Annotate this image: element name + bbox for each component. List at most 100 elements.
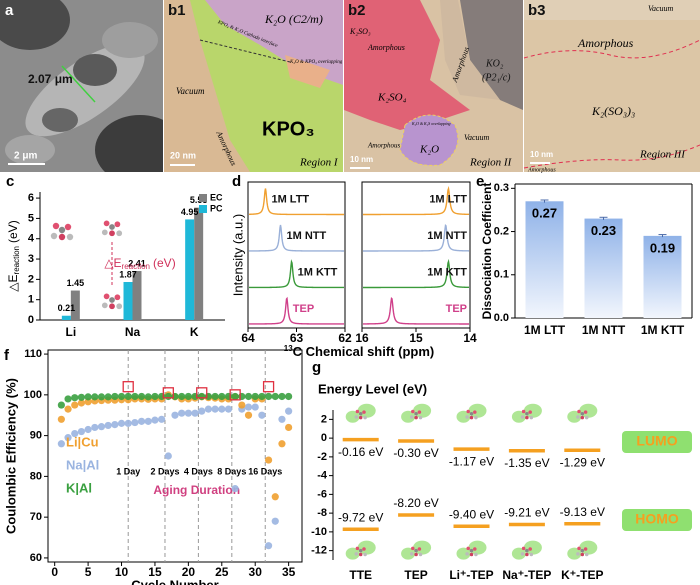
bar (132, 271, 142, 320)
data-point (244, 392, 253, 401)
data-point (204, 392, 213, 401)
panel-letter: d (232, 173, 241, 190)
atom (576, 415, 580, 419)
atom (418, 552, 423, 557)
atom (414, 552, 418, 557)
atom (409, 415, 414, 419)
data-point (151, 416, 159, 424)
legend-label: Li|Cu (66, 434, 99, 449)
x-axis-label: Cycle Number (131, 577, 218, 585)
orbital-lobe (345, 547, 360, 560)
value-label: 0.21 (58, 303, 76, 313)
text-part: △E (6, 274, 20, 291)
aging-label: 2 Days (150, 467, 179, 477)
data-point (171, 411, 179, 419)
image-label: Amorphous (367, 142, 401, 150)
text-part: reaction (122, 262, 150, 271)
data-point (285, 392, 293, 401)
highlight-box (162, 387, 174, 399)
atom (355, 546, 360, 551)
level-tag (622, 509, 692, 531)
atom (465, 552, 469, 556)
legend-label: Na|Al (66, 457, 99, 472)
orbital-lobe (567, 547, 582, 560)
molecule-icon (50, 222, 74, 241)
bar (643, 235, 682, 318)
data-point (211, 405, 219, 413)
molecule-icon (520, 546, 534, 557)
spectrum-trace (363, 223, 469, 252)
region (440, 0, 500, 100)
orbital-lobe (468, 403, 487, 418)
series-label: 1M KTT (427, 266, 467, 278)
y-tick-label: -10 (311, 526, 327, 538)
molecule-icon (465, 546, 478, 557)
molecule-icon (354, 409, 367, 420)
atom (525, 415, 529, 420)
image-label: Vacuum (176, 86, 205, 96)
atom (103, 293, 110, 300)
bar (194, 207, 204, 320)
panel-letter: a (5, 2, 14, 19)
data-point (238, 401, 246, 409)
atom (529, 552, 534, 557)
atom (466, 409, 470, 414)
region (460, 0, 523, 110)
boundary (199, 39, 291, 63)
atom (525, 548, 529, 553)
x-tick-label: Na⁺-TEP (502, 568, 551, 582)
image-label: 2 μm (14, 151, 37, 162)
series-label: 1M NTT (427, 230, 467, 242)
bar (584, 218, 623, 318)
data-point (91, 423, 99, 432)
aging-label: 8 Days (217, 467, 246, 477)
x-tick-label: K⁺-TEP (561, 568, 603, 582)
image-label: Vacuum (464, 133, 490, 142)
value-label: 5.53 (190, 195, 208, 205)
spectrum-trace (249, 224, 344, 252)
panel-letter: b1 (168, 2, 186, 19)
atom (358, 548, 363, 553)
atom (576, 552, 580, 556)
value-label: -1.17 eV (449, 454, 494, 468)
data-point (71, 429, 79, 438)
orbital-lobe (511, 410, 526, 423)
value-label: -9.72 eV (338, 510, 383, 524)
data-point (211, 392, 219, 401)
y-tick-label: 80 (30, 470, 42, 482)
molecule-icon (101, 293, 123, 310)
image-label: Region III (639, 149, 686, 161)
atom (529, 415, 534, 420)
atom (528, 410, 532, 414)
aging-label: 16 Days (248, 467, 282, 477)
panel-letter: b3 (528, 2, 546, 19)
atom (418, 415, 423, 420)
data-point (178, 409, 186, 417)
atom (520, 552, 525, 556)
bar (61, 315, 71, 320)
atom (474, 415, 478, 420)
data-point (97, 393, 106, 401)
atom (52, 222, 60, 230)
orbital-lobe (357, 403, 376, 418)
data-point (271, 517, 279, 525)
text-part: 13 (284, 344, 293, 353)
value-label: -1.35 eV (504, 456, 549, 470)
image-label: K₂SO₄ (377, 92, 407, 104)
data-point (131, 418, 139, 427)
highlight-box (122, 381, 134, 393)
y-tick-label: 3 (28, 253, 34, 265)
atom (473, 410, 477, 414)
atom (363, 552, 367, 557)
atom (101, 229, 108, 236)
x-tick-label: 14 (463, 331, 477, 345)
data-point (158, 392, 166, 401)
data-point (137, 392, 146, 401)
y-tick-label: 110 (24, 348, 42, 360)
y-tick-label: 6 (28, 192, 34, 204)
atom (469, 552, 474, 557)
x-tick-label: 10 (115, 565, 129, 579)
measure-line (61, 65, 96, 103)
data-point (64, 405, 72, 413)
aging-label: 1 Day (116, 467, 140, 477)
